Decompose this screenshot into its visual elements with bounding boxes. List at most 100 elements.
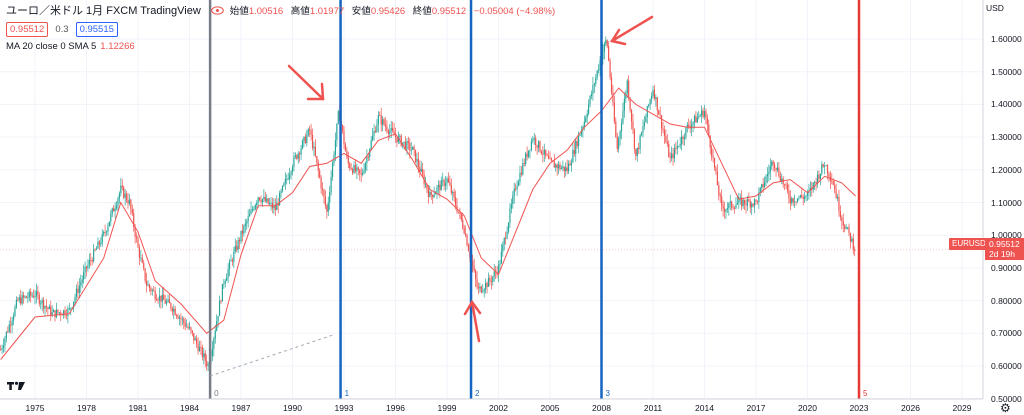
candle-body [542,153,544,155]
candle-body [197,343,199,352]
candle-body [184,322,186,327]
candle-body [786,184,789,191]
candle-body [113,208,115,212]
candle-body [178,317,181,319]
candle-body [88,259,90,265]
candle-body [118,193,121,199]
candle-body [111,208,113,214]
candle-body [407,141,409,143]
candle-body [60,312,62,315]
candle-body [320,177,322,189]
candle-body [642,126,644,133]
candle-body [826,165,829,174]
candle-body [194,338,196,341]
candle-body [251,209,254,211]
candle-body [804,196,806,199]
vertical-markers[interactable] [208,0,861,399]
candle-body [367,156,369,158]
candle-body [394,135,397,138]
tradingview-logo-icon[interactable] [7,381,25,394]
candle-body [27,297,29,299]
candle-body [384,124,387,127]
candle-body [615,121,617,137]
candle-body [436,187,438,193]
candle-body [71,307,73,309]
candle-body [709,135,711,148]
arrow-top-1993[interactable] [287,64,325,101]
hide-eye-icon[interactable] [210,5,224,15]
candle-body [422,168,424,175]
candle-body [90,259,92,261]
candle-body [191,330,193,333]
settings-gear-icon[interactable]: ⚙ [1000,401,1011,415]
trend-line-dashed[interactable] [209,334,334,377]
indicator-label[interactable]: MA 20 close 0 SMA 5 [6,41,97,52]
candle-body [596,70,598,78]
candle-body [286,178,288,180]
candle-body [419,166,421,172]
candle-body [849,233,852,242]
candle-body [443,180,445,186]
candle-body [670,153,673,159]
annotation-arrows[interactable] [287,15,654,343]
candle-body [284,178,286,184]
marker-label-2: 2 [475,389,480,398]
candle-body [665,136,667,142]
candle-body [107,226,109,232]
candle-body [105,231,108,233]
candle-body [502,244,504,252]
candle-body [743,199,746,205]
candle-body [25,296,28,298]
candle-body [221,283,224,302]
sell-price-button[interactable]: 0.95512 [6,21,49,37]
candle-body [370,140,372,150]
candle-body [73,301,75,308]
candle-body [238,239,241,242]
candle-body [648,104,650,107]
candle-body [350,168,352,170]
candle-body [735,204,737,209]
candle-body [366,156,368,164]
candle-body [321,188,324,190]
candle-body [8,324,10,332]
candle-body [377,115,379,125]
close-value: 0.95512 [431,6,467,17]
price-axis-label: 1.20000 [991,164,1022,175]
candle-body [41,299,43,304]
candle-body [382,119,384,125]
candle-body [812,182,814,190]
candle-body [45,306,48,308]
candle-body [44,306,46,309]
candle-body [771,161,773,167]
candle-body [834,185,836,190]
candle-body [144,268,146,281]
arrow-top-2008[interactable] [609,15,654,46]
candle-body [387,130,389,134]
symbol-title[interactable]: ユーロ／米ドル 1月 FXCM TradingView [6,5,201,17]
candle-body [176,314,178,317]
candle-body [842,221,844,226]
candle-body [218,300,221,317]
candle-body [612,92,614,103]
candle-body [306,135,308,143]
candle-body [832,181,834,186]
candle-body [698,116,700,118]
candle-body [660,115,663,129]
arrow-bottom-2001[interactable] [463,299,482,343]
candle-body [599,60,601,70]
candle-body [138,247,141,258]
candle-body [460,213,462,220]
candle-body [410,149,412,151]
candle-body [662,128,664,131]
buy-price-button[interactable]: 0.95515 [75,21,118,37]
candle-body [412,146,414,150]
candle-body [206,360,208,366]
candle-body [166,301,168,304]
currency-label[interactable]: USD [986,3,1004,13]
candle-body [153,290,155,291]
candle-body [427,189,430,197]
candle-body [93,249,95,262]
candle-body [289,174,291,179]
candle-body [63,310,65,316]
